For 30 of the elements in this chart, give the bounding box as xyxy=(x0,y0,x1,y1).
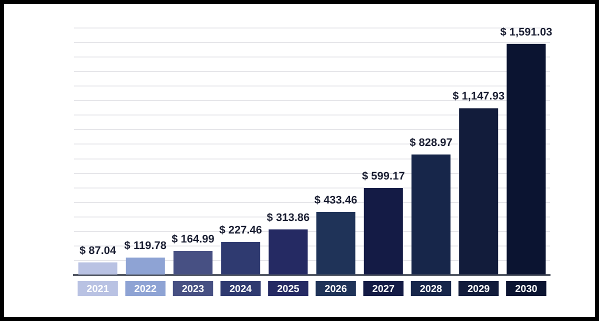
x-tick-label: 2029 xyxy=(467,284,490,295)
bar xyxy=(411,154,451,274)
x-tick-label: 2026 xyxy=(324,284,348,295)
bar xyxy=(459,108,498,274)
x-tick-label: 2022 xyxy=(134,284,157,295)
data-label: $ 1,147.93 xyxy=(452,90,505,103)
data-label: $ 164.99 xyxy=(172,234,214,246)
data-label: $ 313.86 xyxy=(266,212,310,224)
data-label: $ 599.17 xyxy=(362,170,405,182)
bar xyxy=(364,188,403,274)
data-label: $ 227.46 xyxy=(219,224,262,236)
x-tick-label: 2028 xyxy=(420,284,443,295)
bar xyxy=(316,212,356,274)
bar xyxy=(221,242,260,274)
x-tick-label: 2021 xyxy=(86,284,110,295)
x-tick-label: 2024 xyxy=(229,284,252,295)
data-label: $ 828.97 xyxy=(410,137,452,150)
x-tick-label: 2023 xyxy=(182,284,205,295)
data-label: $ 87.04 xyxy=(79,244,118,257)
data-label: $ 119.78 xyxy=(124,240,167,252)
x-tick-label: 2027 xyxy=(372,284,395,295)
data-label: $ 433.46 xyxy=(314,194,358,207)
bar xyxy=(506,44,546,274)
bar xyxy=(268,229,308,274)
bar xyxy=(126,258,165,274)
bar xyxy=(78,262,118,274)
x-tick-label: 2025 xyxy=(277,284,300,295)
bar xyxy=(173,251,213,274)
x-tick-label: 2030 xyxy=(515,284,538,295)
data-label: $ 1,591.03 xyxy=(500,26,552,38)
